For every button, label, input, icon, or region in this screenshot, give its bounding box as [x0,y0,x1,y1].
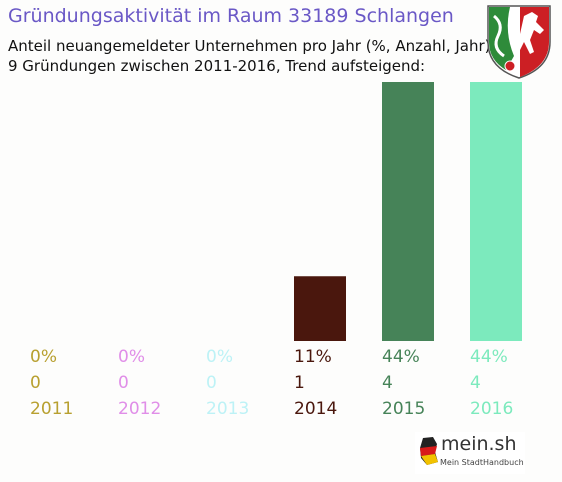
mein-sh-logo: mein.sh Mein StadtHandbuch [415,432,525,474]
crest-green-band [489,7,514,70]
count-label-2011: 0 [30,373,41,393]
germany-map-icon [420,437,438,465]
year-label-2016: 2016 [470,399,514,419]
year-label-2012: 2012 [118,399,162,419]
percent-label-2012: 0% [118,347,145,367]
horse-icon [516,12,544,54]
percent-label-2011: 0% [30,347,57,367]
year-label-2015: 2015 [382,399,426,419]
bar-2014 [294,276,346,341]
percent-label-2015: 44% [382,347,420,367]
bar-2015 [382,82,434,341]
crest-stream [493,14,505,58]
count-label-2014: 1 [294,373,305,393]
count-label-2016: 4 [470,373,481,393]
year-label-2013: 2013 [206,399,250,419]
logo-text: mein.sh [441,433,517,455]
year-label-2011: 2011 [30,399,74,419]
chart-title: Gründungsaktivität im Raum 33189 Schlang… [8,5,454,27]
count-label-2012: 0 [118,373,129,393]
subtitle-line-2: 9 Gründungen zwischen 2011-2016, Trend a… [8,57,426,75]
rose-icon [504,60,516,72]
bar-2016 [470,82,522,341]
logo-tagline: Mein StadtHandbuch [440,458,524,467]
year-label-2014: 2014 [294,399,338,419]
coat-of-arms-icon [487,5,551,79]
count-label-2013: 0 [206,373,217,393]
percent-label-2013: 0% [206,347,233,367]
percent-label-2016: 44% [470,347,508,367]
percent-label-2014: 11% [294,347,332,367]
chart-subtitle: Anteil neuangemeldeter Unternehmen pro J… [8,36,491,76]
subtitle-line-1: Anteil neuangemeldeter Unternehmen pro J… [8,37,491,55]
count-label-2015: 4 [382,373,393,393]
